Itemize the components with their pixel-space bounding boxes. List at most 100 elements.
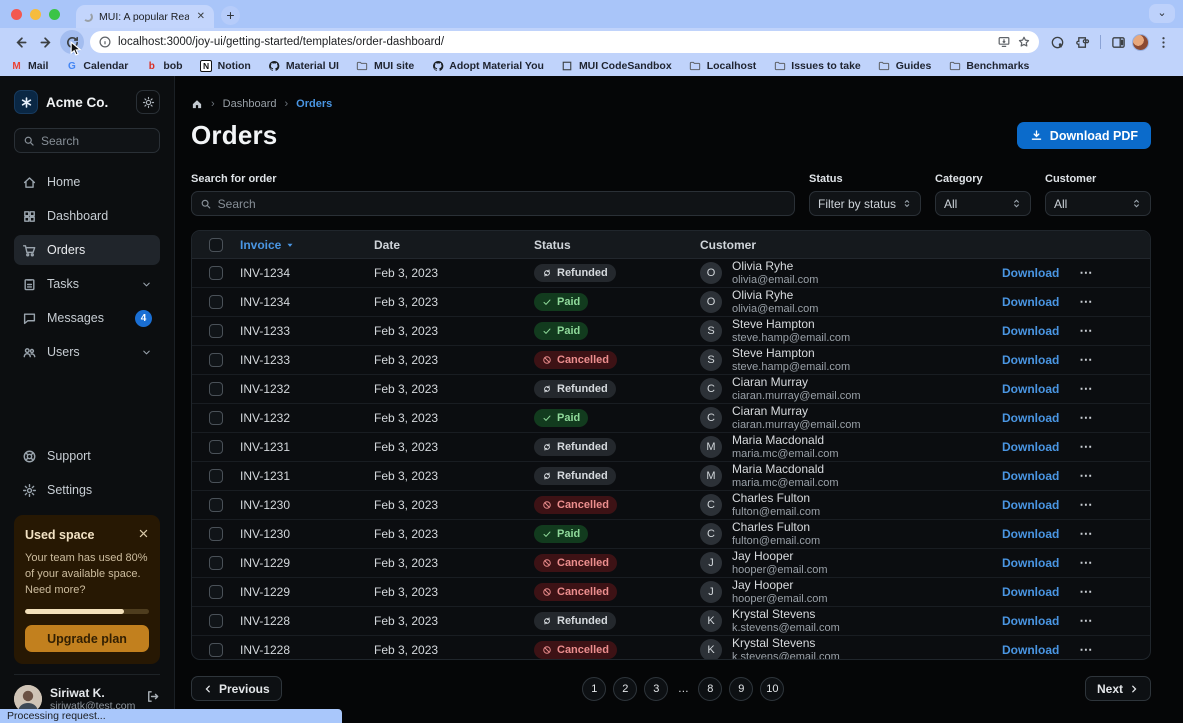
row-menu-kebab-icon[interactable]: ⋯ (1079, 410, 1094, 426)
window-chevron-button[interactable]: ⌄ (1149, 4, 1175, 23)
row-menu-kebab-icon[interactable]: ⋯ (1079, 439, 1094, 455)
order-search-field[interactable] (217, 196, 786, 211)
select-all-checkbox[interactable] (209, 237, 223, 252)
row-download-link[interactable]: Download (1002, 353, 1060, 368)
logout-icon[interactable] (145, 689, 160, 709)
row-checkbox[interactable] (209, 266, 223, 281)
sidebar-item-messages[interactable]: Messages 4 (14, 303, 160, 333)
bookmark-item[interactable]: Material UI (268, 60, 339, 73)
bookmark-item[interactable]: Benchmarks (948, 60, 1029, 73)
row-checkbox[interactable] (209, 353, 223, 368)
close-icon[interactable] (138, 526, 149, 544)
bookmark-item[interactable]: N Notion (200, 60, 251, 73)
row-menu-kebab-icon[interactable]: ⋯ (1079, 352, 1094, 368)
row-menu-kebab-icon[interactable]: ⋯ (1079, 613, 1094, 629)
row-download-link[interactable]: Download (1002, 643, 1060, 658)
row-checkbox[interactable] (209, 498, 223, 513)
bookmark-star-icon[interactable] (1017, 35, 1031, 49)
row-download-link[interactable]: Download (1002, 295, 1060, 310)
forward-button[interactable] (34, 30, 58, 54)
row-download-link[interactable]: Download (1002, 469, 1060, 484)
bookmark-item[interactable]: Localhost (689, 60, 756, 73)
row-checkbox[interactable] (209, 643, 223, 658)
row-checkbox[interactable] (209, 614, 223, 629)
row-menu-kebab-icon[interactable]: ⋯ (1079, 323, 1094, 339)
close-window-button[interactable] (11, 8, 22, 20)
row-menu-kebab-icon[interactable]: ⋯ (1079, 265, 1094, 281)
maximize-window-button[interactable] (49, 8, 60, 20)
browser-profile-avatar[interactable] (1132, 33, 1149, 51)
sidebar-search-field[interactable] (41, 133, 151, 148)
row-download-link[interactable]: Download (1002, 556, 1060, 571)
row-checkbox[interactable] (209, 440, 223, 455)
bookmark-item[interactable]: Adopt Material You (431, 60, 544, 73)
row-checkbox[interactable] (209, 585, 223, 600)
window-controls[interactable] (11, 8, 60, 20)
row-menu-kebab-icon[interactable]: ⋯ (1079, 468, 1094, 484)
download-pdf-button[interactable]: Download PDF (1016, 122, 1151, 149)
sidebar-item-tasks[interactable]: Tasks (14, 269, 160, 299)
row-download-link[interactable]: Download (1002, 527, 1060, 542)
row-menu-kebab-icon[interactable]: ⋯ (1079, 526, 1094, 542)
install-app-icon[interactable] (997, 35, 1011, 49)
row-checkbox[interactable] (209, 295, 223, 310)
bookmark-item[interactable]: Issues to take (773, 60, 861, 73)
bookmark-item[interactable]: Guides (878, 60, 931, 73)
brand-logo-icon[interactable] (14, 90, 38, 114)
next-page-button[interactable]: Next (1084, 676, 1151, 701)
page-button-8[interactable]: 8 (698, 676, 723, 701)
extensions-puzzle-icon[interactable] (1071, 30, 1095, 54)
row-checkbox[interactable] (209, 469, 223, 484)
row-download-link[interactable]: Download (1002, 266, 1060, 281)
address-bar[interactable]: localhost:3000/joy-ui/getting-started/te… (90, 31, 1039, 53)
sidebar-item-users[interactable]: Users (14, 337, 160, 367)
side-panel-icon[interactable] (1106, 30, 1130, 54)
page-button-2[interactable]: 2 (613, 676, 638, 701)
row-download-link[interactable]: Download (1002, 382, 1060, 397)
bookmark-item[interactable]: M Mail (10, 60, 48, 73)
url-text[interactable]: localhost:3000/joy-ui/getting-started/te… (118, 36, 445, 48)
category-filter-select[interactable]: All (935, 191, 1031, 216)
row-download-link[interactable]: Download (1002, 614, 1060, 629)
row-menu-kebab-icon[interactable]: ⋯ (1079, 642, 1094, 658)
bookmark-item[interactable]: b bob (145, 60, 183, 73)
breadcrumb-dashboard[interactable]: Dashboard (222, 98, 277, 110)
page-button-9[interactable]: 9 (729, 676, 754, 701)
row-download-link[interactable]: Download (1002, 411, 1060, 426)
site-info-icon[interactable] (98, 35, 112, 49)
sidebar-search-input[interactable] (14, 128, 160, 153)
previous-page-button[interactable]: Previous (191, 676, 282, 701)
row-menu-kebab-icon[interactable]: ⋯ (1079, 497, 1094, 513)
new-tab-button[interactable]: + (221, 6, 240, 25)
home-icon[interactable] (191, 98, 203, 110)
browser-tab[interactable]: MUI: A popular React UI fram ✕ (76, 5, 214, 28)
column-header-invoice[interactable]: Invoice (240, 238, 374, 252)
sidebar-item-support[interactable]: Support (14, 441, 160, 471)
privacy-extension-icon[interactable] (1045, 30, 1069, 54)
browser-menu-kebab-icon[interactable] (1151, 30, 1175, 54)
sidebar-item-home[interactable]: Home (14, 167, 160, 197)
order-search-input[interactable] (191, 191, 795, 216)
sidebar-item-dashboard[interactable]: Dashboard (14, 201, 160, 231)
row-checkbox[interactable] (209, 527, 223, 542)
page-button-3[interactable]: 3 (644, 676, 669, 701)
row-menu-kebab-icon[interactable]: ⋯ (1079, 555, 1094, 571)
back-button[interactable] (8, 30, 32, 54)
customer-filter-select[interactable]: All (1045, 191, 1151, 216)
page-button-1[interactable]: 1 (582, 676, 607, 701)
row-checkbox[interactable] (209, 411, 223, 426)
tab-close-icon[interactable]: ✕ (196, 11, 205, 22)
row-download-link[interactable]: Download (1002, 324, 1060, 339)
page-button-10[interactable]: 10 (760, 676, 785, 701)
row-menu-kebab-icon[interactable]: ⋯ (1079, 294, 1094, 310)
status-filter-select[interactable]: Filter by status (809, 191, 921, 216)
row-download-link[interactable]: Download (1002, 498, 1060, 513)
row-checkbox[interactable] (209, 382, 223, 397)
row-menu-kebab-icon[interactable]: ⋯ (1079, 381, 1094, 397)
sidebar-item-settings[interactable]: Settings (14, 475, 160, 505)
bookmark-item[interactable]: G Calendar (65, 60, 128, 73)
row-menu-kebab-icon[interactable]: ⋯ (1079, 584, 1094, 600)
reload-button[interactable] (60, 30, 84, 56)
row-download-link[interactable]: Download (1002, 440, 1060, 455)
sidebar-item-orders[interactable]: Orders (14, 235, 160, 265)
